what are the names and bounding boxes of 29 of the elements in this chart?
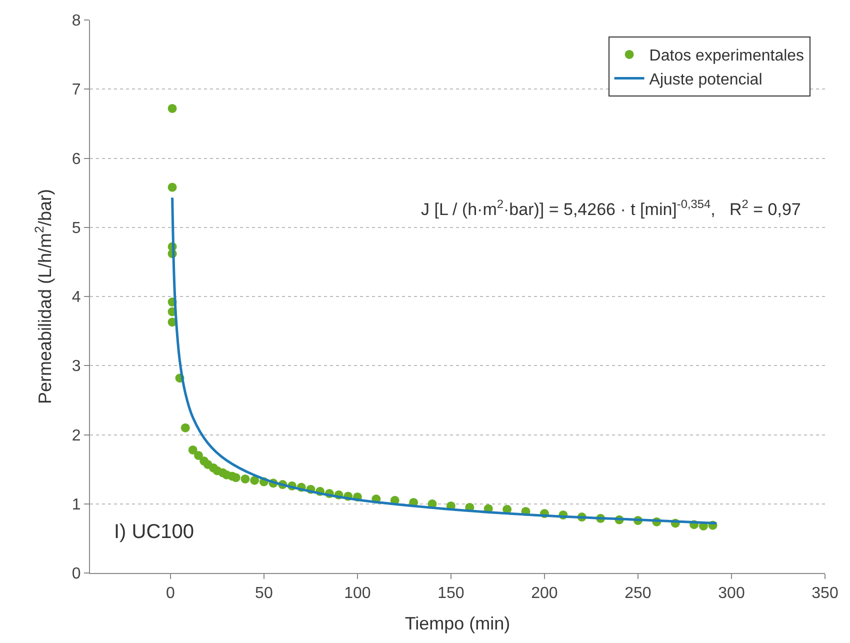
y-tick-label: 3 (72, 358, 81, 376)
x-tick-label: 0 (166, 585, 175, 602)
y-tick-label: 0 (72, 566, 81, 583)
point (250, 476, 260, 485)
legend-label: Ajuste potencial (649, 72, 762, 89)
annotation: J [L / (h·m$^{2}$·bar)] = 5,4266 · t [min]$^{-0,354}$, R$^{2}$ = 0,97 (421, 197, 801, 220)
y-tick-label: 4 (72, 289, 81, 306)
point (240, 474, 250, 484)
y-tick-label: 8 (72, 12, 81, 30)
x-tick-label: 300 (718, 585, 745, 602)
x-tick-label: 200 (531, 585, 558, 602)
y-tick-label: 7 (72, 82, 81, 99)
annotation: I) UC100 (114, 521, 194, 543)
y-tick-label: 1 (72, 496, 81, 514)
x-tick-label: 50 (255, 585, 273, 602)
y-tick-label: 2 (72, 427, 81, 444)
x-tick-label: 250 (624, 585, 652, 602)
x-axis-title: Tiempo (min) (404, 613, 510, 634)
x-tick-label: 150 (438, 585, 464, 602)
y-tick-label: 6 (72, 150, 81, 168)
point (168, 182, 177, 192)
y-tick-label: 5 (72, 220, 81, 237)
point (194, 450, 203, 460)
x-tick-label: 350 (812, 585, 838, 602)
point (168, 104, 177, 113)
point (180, 423, 190, 432)
legend-label: Datos experimentales (649, 48, 804, 65)
x-tick-label: 100 (344, 585, 371, 602)
point (188, 445, 198, 454)
